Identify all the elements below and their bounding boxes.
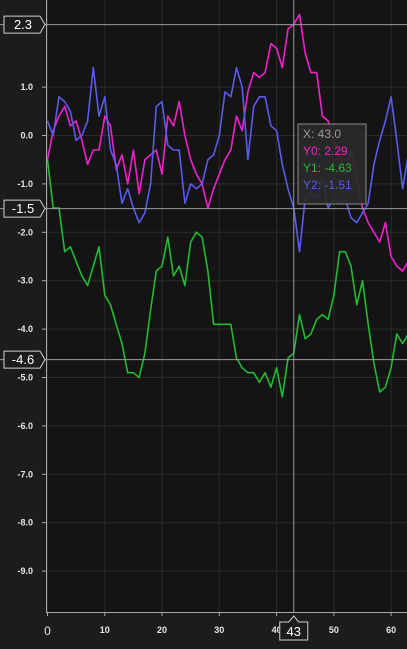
y-tick-label: -7.0 xyxy=(17,469,33,479)
tooltip-row: Y0: 2.29 xyxy=(303,144,348,158)
y-tick-label: -8.0 xyxy=(17,518,33,528)
gridlines xyxy=(46,0,407,612)
y-crosshair-marker-label: 2.3 xyxy=(14,17,32,32)
y-crosshair-marker xyxy=(3,199,46,218)
x-tick-label: 50 xyxy=(329,625,339,635)
tooltip xyxy=(297,123,367,205)
x-tick-label: 60 xyxy=(386,625,396,635)
y-crosshair-marker-label: -1.5 xyxy=(12,201,34,216)
y-crosshair-marker xyxy=(3,15,46,34)
x-tick-label: 10 xyxy=(100,625,110,635)
x-tick-label: 0 xyxy=(44,624,51,638)
x-crosshair-marker xyxy=(279,615,309,641)
y-tick-label: -1.0 xyxy=(17,179,33,189)
y-tick-label: -5.0 xyxy=(17,373,33,383)
tooltip-row: Y1: -4.63 xyxy=(303,161,352,175)
x-tick-label: 30 xyxy=(214,625,224,635)
y-tick-label: -3.0 xyxy=(17,276,33,286)
y-tick-label: -9.0 xyxy=(17,566,33,576)
series-line-y1 xyxy=(46,159,407,398)
tick-labels: 1.0 0.0 -1.0 -2.0 -3.0 -4.0 -5.0 -6.0 -7.0 -8.0 -9… xyxy=(17,82,396,638)
y-tick-label: -6.0 xyxy=(17,421,33,431)
y-crosshair-marker xyxy=(3,350,46,369)
y-tick-label: 0.0 xyxy=(20,131,33,141)
tooltip-row: X: 43.0 xyxy=(303,127,341,141)
y-tick-label: -2.0 xyxy=(17,227,33,237)
tooltip-row: Y2: -1.51 xyxy=(303,178,352,192)
plot-area[interactable] xyxy=(46,0,407,612)
x-crosshair-marker-label: 43 xyxy=(287,624,301,639)
y-tick-label: 1.0 xyxy=(20,82,33,92)
y-tick-label: -4.0 xyxy=(17,324,33,334)
y-crosshair-marker-label: -4.6 xyxy=(12,352,34,367)
x-tick-label: 40 xyxy=(272,625,282,635)
axes xyxy=(46,0,407,613)
x-tick-label: 20 xyxy=(157,625,167,635)
